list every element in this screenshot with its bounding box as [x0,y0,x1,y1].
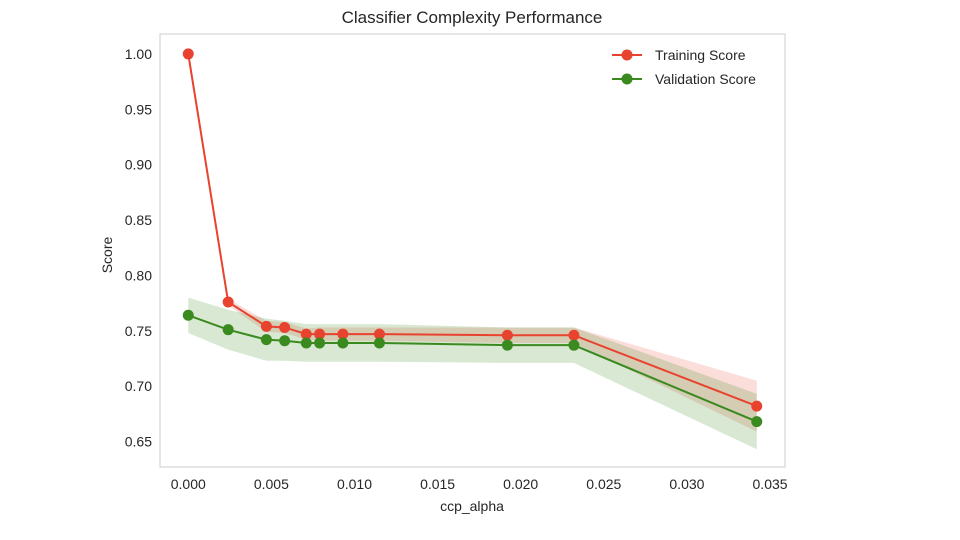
training-score-point [568,329,580,341]
training-score-point [260,320,272,332]
x-tick-label: 0.000 [171,476,206,492]
legend: Training Score Validation Score [612,47,756,87]
x-tick-label: 0.005 [254,476,289,492]
training-score-point [337,328,349,340]
y-axis-label: Score [99,237,115,274]
x-tick-label: 0.015 [420,476,455,492]
validation-score-point [751,416,763,428]
validation-score-legend-label: Validation Score [655,71,756,87]
chart-title: Classifier Complexity Performance [342,8,603,27]
training-score-point [300,328,312,340]
training-score-point [314,328,326,340]
y-tick-label: 0.75 [125,323,152,339]
training-score-band [188,53,757,432]
x-tick-label: 0.035 [753,476,788,492]
x-axis-ticks: 0.000 0.005 0.010 0.015 0.020 0.025 0.030 0.035 [171,476,788,492]
y-tick-label: 0.95 [125,101,152,117]
validation-score-point [568,339,580,351]
validation-score-point [300,337,312,349]
validation-score-point [314,337,326,349]
x-tick-label: 0.030 [669,476,704,492]
validation-score-point [279,335,291,347]
validation-score-point [182,309,194,321]
x-axis-label: ccp_alpha [440,498,504,514]
training-score-point [751,400,763,412]
x-tick-label: 0.010 [337,476,372,492]
training-score-point [222,296,234,308]
training-score-point [279,321,291,333]
training-score-legend-marker [621,49,633,61]
training-score-legend-label: Training Score [655,47,746,63]
validation-score-legend-marker [621,73,633,85]
validation-score-point [501,339,513,351]
y-tick-label: 0.80 [125,267,152,283]
validation-score-point [260,334,272,346]
x-tick-label: 0.025 [586,476,621,492]
y-tick-label: 0.70 [125,378,152,394]
y-tick-label: 0.85 [125,212,152,228]
validation-score-point [373,337,385,349]
plot-area [159,33,786,468]
training-score-point [501,329,513,341]
confidence-bands [188,53,757,450]
training-score-point [373,328,385,340]
x-tick-label: 0.020 [503,476,538,492]
y-tick-label: 0.90 [125,157,152,173]
training-score-point [182,48,194,60]
validation-score-point [222,324,234,336]
y-tick-label: 1.00 [125,46,152,62]
validation-score-point [337,337,349,349]
validation-score-band [188,297,757,450]
series-points [182,48,763,428]
y-axis-ticks: 0.65 0.70 0.75 0.80 0.85 0.90 0.95 1.00 [125,46,152,450]
y-tick-label: 0.65 [125,434,152,450]
